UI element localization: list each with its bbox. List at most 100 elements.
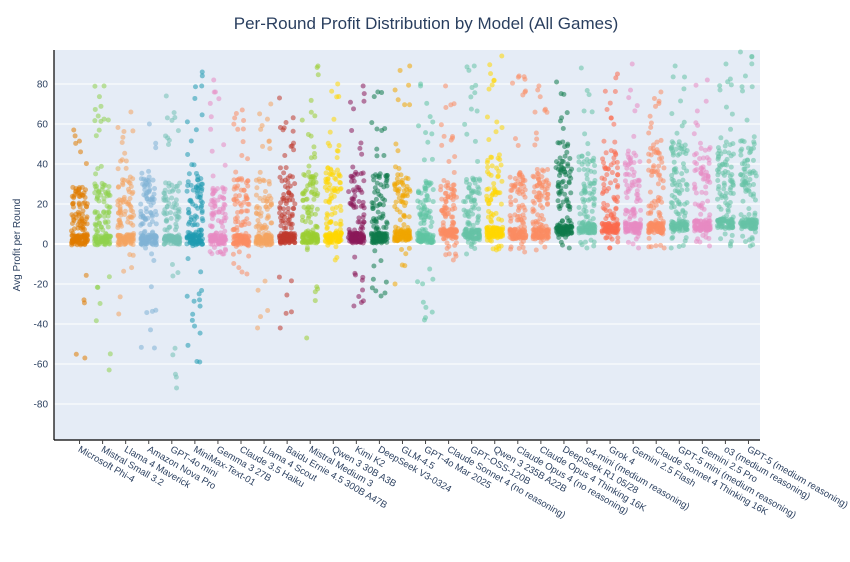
data-point [116,218,122,224]
data-point [702,147,708,153]
data-point [239,107,245,113]
data-point [429,219,435,225]
data-point [416,204,422,210]
data-point [107,351,113,357]
data-point [82,199,88,205]
data-point [585,167,591,173]
data-point [381,231,387,237]
data-point [584,176,590,182]
data-point [590,226,596,232]
data-point [153,140,159,146]
data-point [601,182,607,188]
data-point [256,205,262,211]
data-point [372,239,378,245]
data-point [443,214,449,220]
data-point [523,234,529,240]
data-point [609,236,615,242]
data-point [749,53,755,59]
data-point [730,214,736,220]
data-point [75,225,81,231]
data-point [716,166,722,172]
y-tick-label: -60 [34,360,49,371]
data-point [610,215,616,221]
data-point [465,232,471,238]
data-point [625,186,631,192]
data-point [254,185,260,191]
data-point [334,148,340,154]
data-point [693,190,699,196]
data-point [244,271,250,277]
data-point [353,169,359,175]
data-point [430,199,436,205]
data-point [635,192,641,198]
data-point [406,245,412,251]
data-point [469,85,475,91]
data-point [591,243,597,249]
data-point [332,257,338,263]
data-point [470,188,476,194]
data-point [166,201,172,207]
data-point [261,178,267,184]
data-point [669,111,675,117]
data-point [359,277,365,283]
data-point [76,211,82,217]
data-point [439,207,445,213]
data-point [173,202,179,208]
data-point [311,191,317,197]
data-point [351,303,357,309]
data-point [277,95,283,101]
data-point [585,230,591,236]
data-point [277,125,283,131]
data-point [486,86,492,92]
data-point [101,196,107,202]
data-point [73,188,79,194]
data-point [484,187,490,193]
data-point [701,220,707,226]
series-points [253,101,275,331]
data-point [308,235,314,241]
data-point [358,300,364,306]
data-point [213,209,219,215]
data-point [651,198,657,204]
data-point [84,231,90,237]
data-point [92,183,98,189]
data-point [376,231,382,237]
data-point [560,199,566,205]
data-point [466,67,472,73]
data-point [681,165,687,171]
data-point [303,237,309,243]
data-point [423,130,429,136]
data-point [256,176,262,182]
data-point [522,249,528,255]
data-point [314,284,320,290]
data-point [312,289,318,295]
data-point [308,155,314,161]
data-point [83,161,89,167]
data-point [188,182,194,188]
data-point [243,196,249,202]
series-points [115,109,137,317]
data-point [628,87,634,93]
data-point [199,208,205,214]
data-point [170,273,176,279]
data-point [672,63,678,69]
data-point [498,201,504,207]
data-point [172,345,178,351]
data-point [751,134,757,140]
data-point [197,359,203,365]
data-point [198,198,204,204]
data-point [428,215,434,221]
data-point [326,234,332,240]
data-point [338,218,344,224]
data-point [494,165,500,171]
data-point [723,139,729,145]
data-point [238,222,244,228]
data-point [406,235,412,241]
data-point [720,170,726,176]
data-point [92,118,98,124]
data-point [282,220,288,226]
data-point [94,210,100,216]
data-point [658,242,664,248]
